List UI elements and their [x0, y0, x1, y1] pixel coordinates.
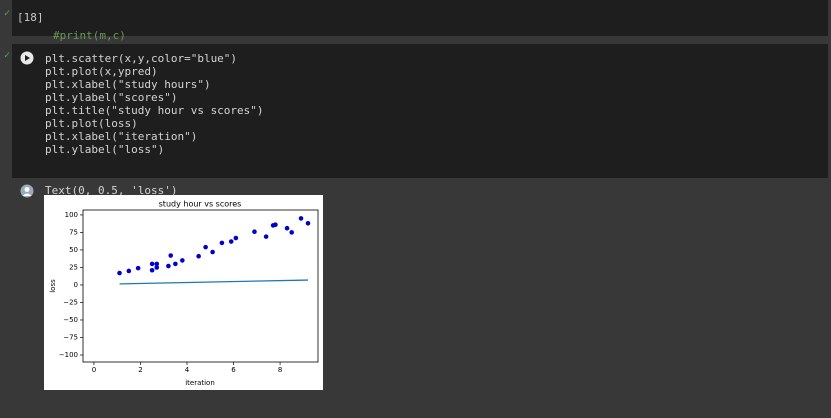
point [135, 265, 141, 271]
point [305, 221, 311, 226]
y-tick-label: 100 [65, 211, 78, 219]
x-tick-label: 6 [231, 366, 236, 374]
x-axis-label: iteration [185, 379, 215, 387]
code-cell[interactable]: ✓ plt.scatter(x,y,color="blue") plt.plot(… [4, 44, 828, 178]
point [273, 222, 278, 228]
code-line: plt.plot(loss) [45, 117, 138, 130]
point [233, 235, 239, 241]
code: plt.scatter(x,y,color="blue") plt.plot(x,… [45, 52, 264, 156]
point [117, 270, 122, 276]
x-tick-label: 2 [138, 366, 142, 374]
x-tick-label: 4 [185, 366, 190, 374]
y-tick-label: 75 [69, 228, 78, 236]
run-status-icon: ✓ [4, 50, 11, 61]
code-line: plt.xlabel("study hours") [45, 78, 211, 91]
chart: study hour vs scores iteration loss 0 2 4 6… [44, 195, 323, 390]
point [203, 244, 208, 250]
code-cell[interactable]: ✓ [18] #print(m,c) ypred=m*x+c [4, 0, 828, 81]
run-button[interactable] [20, 51, 34, 65]
execution-count: [18] [17, 11, 44, 24]
point [149, 267, 155, 273]
point [180, 258, 185, 263]
y-tick-label: −25 [63, 298, 78, 306]
code-line: plt.xlabel("iteration") [45, 130, 198, 143]
point [166, 263, 171, 269]
point [289, 230, 295, 235]
point [228, 239, 234, 244]
code-line: plt.ylabel("scores") [45, 91, 178, 104]
y-tick-label: 50 [69, 246, 78, 254]
output-text: Text(0, 0.5, 'loss') [45, 184, 178, 197]
run-status-icon: ✓ [4, 8, 11, 19]
point [263, 234, 269, 239]
code-line: #print(m,c) [53, 29, 126, 42]
x-tick-label: 0 [92, 366, 96, 374]
y-tick-label: 25 [69, 263, 78, 271]
y-tick-label: −75 [63, 333, 78, 341]
x-tick-label: 8 [278, 366, 282, 374]
y-tick-label: −50 [63, 316, 78, 324]
y-tick-label: 0 [74, 281, 78, 289]
code-line: plt.ylabel("loss") [45, 143, 165, 156]
code-line: plt.plot(x,ypred) [45, 65, 158, 78]
point [173, 261, 178, 267]
point [154, 265, 160, 270]
y-tick-label: −100 [59, 351, 78, 359]
point [284, 225, 290, 231]
line [119, 279, 309, 285]
y-axis-label: loss [49, 279, 57, 293]
point [219, 240, 225, 246]
point [154, 261, 160, 267]
output-icon [20, 184, 34, 198]
code-line: plt.scatter(x,y,color="blue") [45, 52, 238, 65]
point [252, 229, 257, 235]
point [168, 253, 174, 258]
point [298, 216, 304, 221]
point [126, 268, 132, 274]
chart-title: study hour vs scores [159, 200, 242, 209]
code-line: plt.title("study hour vs scores") [45, 104, 264, 117]
point [149, 261, 155, 267]
point [196, 253, 201, 259]
point [210, 249, 215, 255]
plot-frame [82, 209, 319, 363]
